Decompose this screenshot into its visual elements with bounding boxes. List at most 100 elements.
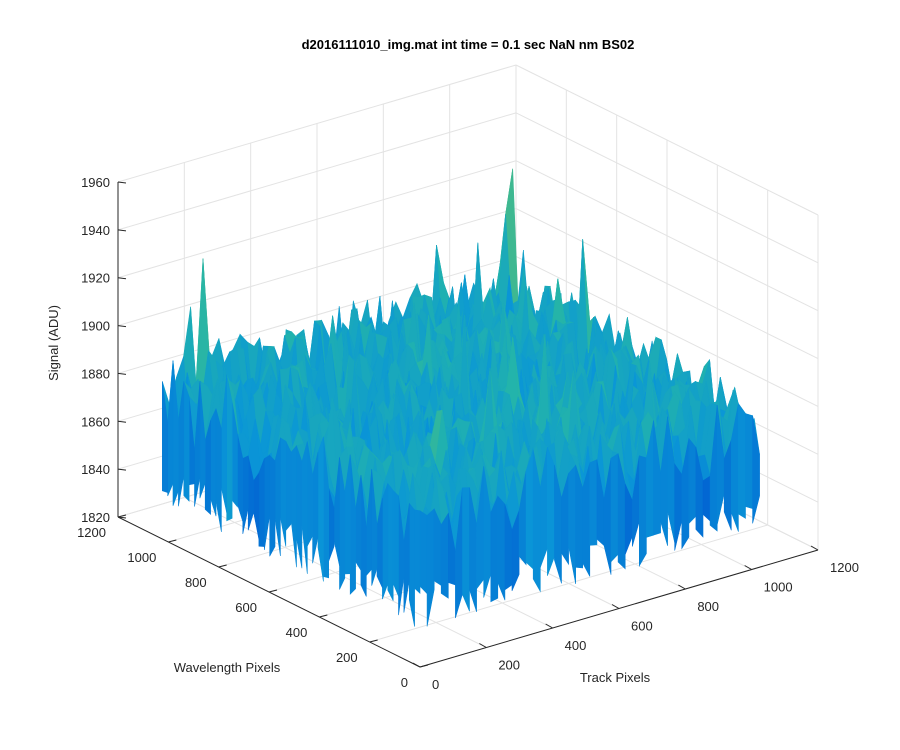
surface-skirt [317, 436, 324, 582]
y-tick-mark [168, 539, 177, 543]
surface-skirt [709, 405, 718, 532]
y-tick-mark [218, 564, 227, 568]
y-tick-mark [369, 639, 378, 643]
z-tick-label: 1880 [81, 366, 110, 381]
y-ticks: 0 200 400 600 800 1000 1200 [77, 514, 429, 690]
z-tick-label: 1840 [81, 462, 110, 477]
z-tick-mark [117, 229, 127, 232]
y-tick-label: 600 [235, 600, 257, 615]
surface-skirt [183, 381, 190, 502]
surface-skirt [723, 439, 732, 531]
surface-skirt [745, 413, 753, 510]
surface-skirt [408, 502, 415, 627]
surface-skirt [568, 464, 577, 585]
x-tick-mark [611, 604, 620, 609]
surface-skirt [440, 512, 449, 599]
surface-skirt [610, 453, 619, 563]
x-tick-mark [545, 623, 553, 629]
surface-skirt [561, 473, 569, 566]
x-tick-label: 0 [432, 677, 439, 692]
surface-skirt [575, 465, 584, 569]
y-tick-label: 400 [286, 625, 308, 640]
surface-skirt [490, 496, 499, 603]
surface-skirt [674, 463, 683, 551]
wall-grid-line [117, 208, 517, 327]
surface-skirt [210, 408, 217, 517]
surface-skirt [312, 452, 319, 564]
y-tick-mark [268, 589, 278, 593]
z-axis-label: Signal (ADU) [46, 305, 61, 381]
z-tick-mark [117, 372, 127, 375]
surface-skirt [730, 403, 739, 532]
wall-grid-line [515, 208, 819, 360]
surface-skirt [660, 416, 668, 546]
surface-skirt [199, 380, 206, 499]
surface-skirt [582, 462, 591, 577]
wall-grid-line [515, 64, 819, 216]
x-tick-label: 400 [565, 638, 587, 653]
surface-skirt [638, 455, 647, 568]
surface-skirt [653, 420, 661, 536]
z-tick-label: 1960 [81, 175, 110, 190]
wall-grid-line [515, 112, 819, 264]
wall-grid-line [117, 160, 517, 279]
surface-skirt [382, 483, 389, 600]
surface-skirt [226, 374, 233, 522]
z-tick-mark [117, 277, 127, 280]
z-tick-mark [117, 181, 127, 184]
surface-skirt [387, 482, 394, 601]
surface-skirt [554, 464, 562, 584]
surface-skirt [204, 420, 211, 515]
surface-skirt [497, 495, 506, 601]
y-axis-label: Wavelength Pixels [174, 660, 281, 675]
surface-skirt [426, 508, 435, 627]
surface-plot [162, 168, 760, 627]
surface-skirt [296, 445, 303, 569]
wall-grid-line [515, 160, 819, 312]
z-tick-label: 1920 [81, 271, 110, 286]
y-tick-label: 800 [185, 575, 207, 590]
surface-skirt [532, 449, 541, 593]
x-tick-mark [678, 584, 686, 590]
surface-skirt [702, 475, 711, 522]
z-tick-label: 1900 [81, 319, 110, 334]
chart-title: d2016111010_img.mat int time = 0.1 sec N… [302, 37, 635, 52]
y-tick-label: 1200 [77, 525, 106, 540]
x-tick-mark [810, 545, 819, 551]
surface-skirt [258, 458, 265, 547]
wall-grid-line [117, 112, 517, 231]
surface-skirt [738, 402, 746, 519]
x-tick-label: 1200 [830, 560, 859, 575]
surface-skirt [339, 457, 346, 590]
z-tick-label: 1940 [81, 223, 110, 238]
surface-skirt [162, 381, 168, 494]
y-tick-label: 1000 [127, 550, 156, 565]
surface-skirt [242, 455, 249, 534]
surface-skirt [403, 503, 410, 613]
x-tick-label: 200 [498, 658, 520, 673]
surface-skirt [263, 454, 271, 551]
surface-skirt [371, 469, 378, 586]
x-tick-mark [744, 565, 752, 570]
surface-skirt [253, 472, 260, 540]
x-axis-label: Track Pixels [580, 670, 651, 685]
surface-skirt [603, 458, 612, 575]
surface-skirt [589, 459, 598, 546]
surface-skirt [301, 441, 308, 574]
surface-skirt [518, 470, 527, 566]
surface-skirt [681, 438, 690, 550]
y-tick-label: 0 [401, 675, 408, 690]
z-tick-mark [117, 468, 127, 471]
x-tick-label: 800 [697, 599, 719, 614]
surface-skirt [172, 360, 179, 506]
surface-skirt [525, 449, 534, 570]
floor-grid-line [369, 524, 768, 643]
surface-skirt [511, 510, 520, 592]
z-tick-label: 1860 [81, 414, 110, 429]
surface-skirt [280, 437, 287, 547]
surface-skirt [752, 415, 760, 524]
surface-skirt [547, 446, 555, 576]
surface-skirt [688, 437, 697, 525]
surface-skirt [247, 455, 254, 531]
